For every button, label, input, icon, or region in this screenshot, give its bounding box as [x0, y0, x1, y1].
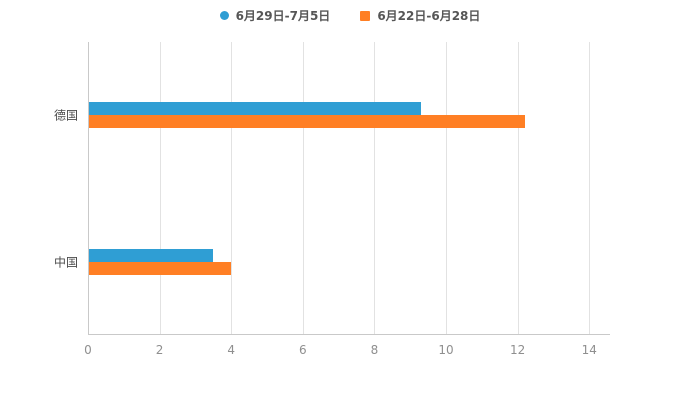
y-axis-category-label: 德国 [53, 108, 78, 123]
x-tick-label: 6 [298, 343, 307, 357]
legend-label: 6月29日-7月5日 [235, 9, 331, 23]
gridline [589, 42, 591, 335]
bar-1-series-0 [89, 248, 214, 262]
x-tick-label: 0 [84, 343, 92, 357]
legend-label: 6月22日-6月28日 [377, 9, 481, 23]
gridline [302, 42, 304, 335]
x-tick-label: 8 [370, 343, 379, 357]
y-axis-line [88, 42, 89, 335]
bar-0-series-0 [89, 102, 421, 116]
circle-marker-icon [219, 11, 229, 20]
bar-1-series-1 [89, 261, 232, 275]
square-marker-icon [360, 10, 371, 21]
gridline [231, 42, 233, 335]
x-tick-label: 12 [510, 343, 526, 357]
gridline [517, 42, 519, 335]
y-axis-category-label: 中国 [53, 255, 78, 270]
chart-legend: 6月29日-7月5日 6月22日-6月28日 [0, 7, 700, 24]
legend-item-1[interactable]: 6月22日-6月28日 [360, 7, 480, 24]
gridline [446, 42, 448, 335]
bar-0-series-1 [89, 115, 525, 129]
gridline [374, 42, 376, 335]
legend-item-0[interactable]: 6月29日-7月5日 [219, 7, 331, 24]
x-tick-label: 14 [581, 343, 597, 357]
plot-area: 0 2 4 6 8 10 12 14 德国中国 [54, 42, 610, 357]
gridline [159, 42, 161, 335]
x-axis-line [88, 334, 610, 335]
x-tick-label: 10 [438, 343, 454, 357]
x-tick-label: 2 [155, 343, 164, 357]
x-tick-label: 4 [227, 343, 236, 357]
